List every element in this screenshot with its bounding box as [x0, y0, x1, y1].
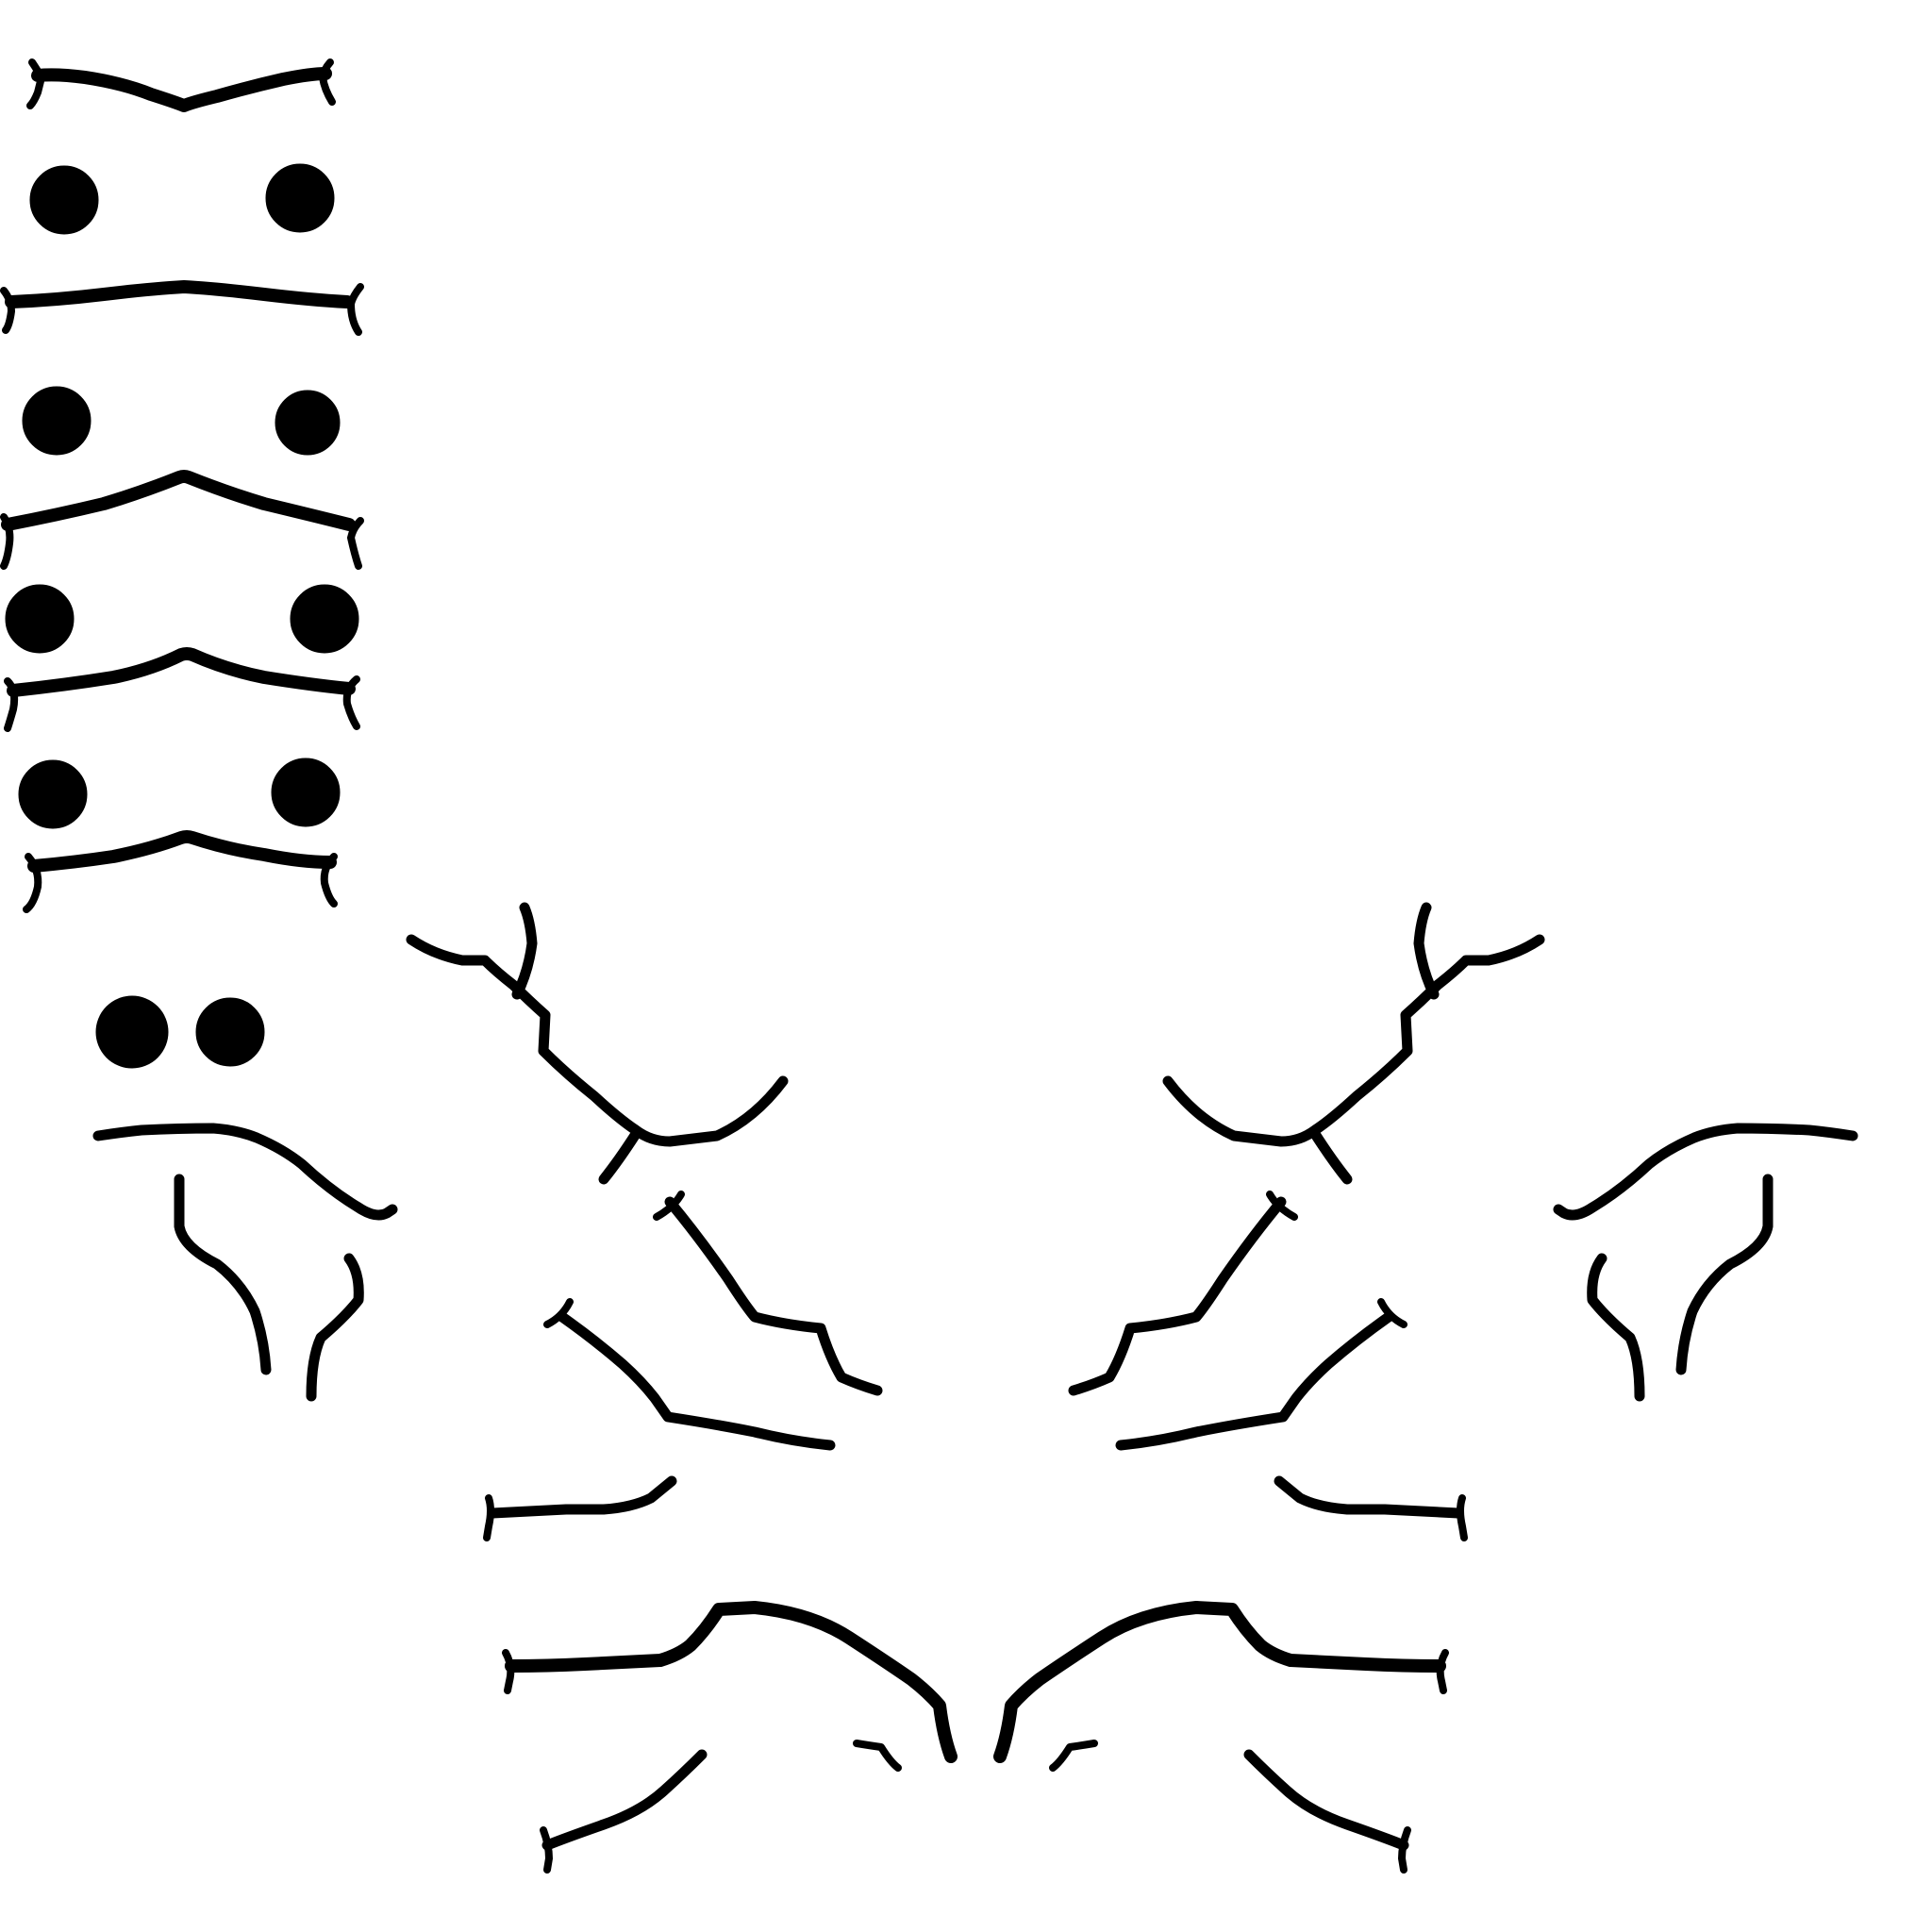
branch-right-lower — [1115, 1298, 1407, 1451]
eyebrow-hook-left — [92, 1123, 398, 1402]
antler-right — [1162, 902, 1545, 1185]
dot-pair-close — [95, 995, 265, 1069]
dot-right — [271, 758, 341, 827]
mustache-left — [502, 1601, 958, 1874]
arch-bar-peak-2 — [4, 647, 360, 732]
dot-left — [5, 584, 75, 654]
dot-left — [95, 995, 169, 1069]
branch-left-lower — [543, 1298, 836, 1451]
dot-pair-3 — [5, 584, 359, 654]
short-bar-right — [1274, 1475, 1468, 1541]
branch-left-upper — [653, 1191, 883, 1396]
dot-pair-2 — [22, 386, 341, 456]
mustache-right — [993, 1601, 1449, 1874]
dot-left — [29, 165, 99, 235]
eyebrow-hook-right — [1553, 1123, 1858, 1402]
dot-pair-4 — [18, 758, 341, 829]
dot-left — [22, 386, 92, 456]
antler-left — [406, 902, 789, 1185]
dot-right — [275, 390, 341, 456]
dot-right — [265, 163, 335, 233]
branch-right-upper — [1068, 1191, 1298, 1396]
dot-pair-1 — [29, 163, 335, 235]
arch-bar-peak-3 — [23, 830, 338, 913]
dot-right — [195, 997, 265, 1067]
short-bar-left — [483, 1475, 677, 1541]
arch-bar-flat — [0, 280, 364, 336]
dot-right — [290, 584, 359, 654]
dot-left — [18, 759, 88, 829]
arch-bar-peak-1 — [0, 470, 364, 570]
arch-bar-dip-1 — [26, 58, 336, 112]
